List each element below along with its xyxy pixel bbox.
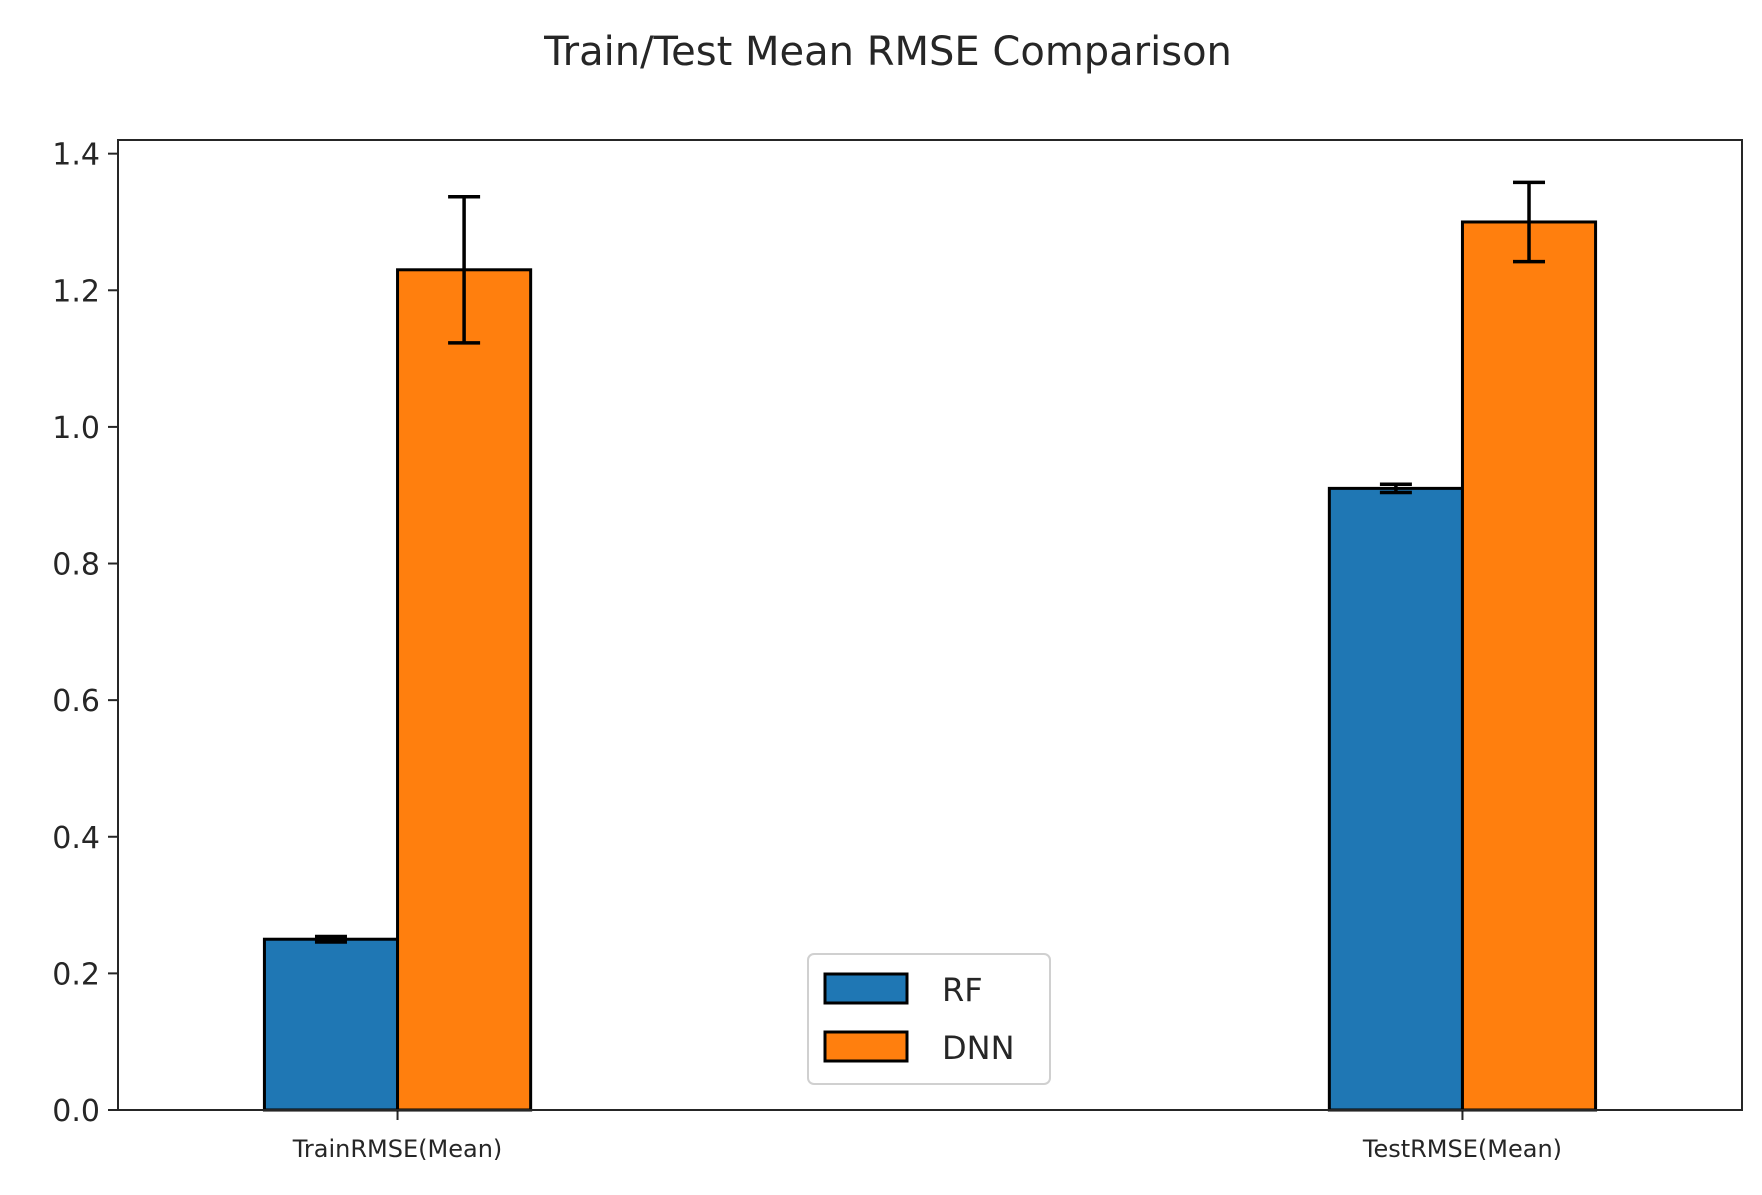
legend-label-rf: RF [942,971,983,1009]
legend-label-dnn: DNN [942,1029,1015,1067]
error-bar [1379,482,1412,495]
legend-swatch-rf [823,972,909,1005]
bar-rf [262,937,400,1112]
plot-area: 0.0 0.2 0.4 0.6 0.8 1.0 1.2 1.4 TrainRMSE(Mean) T… [52,138,1743,1163]
bar-dnn [1460,220,1598,1112]
bar-rf [1327,486,1464,1112]
y-tick-label: 0.6 [52,684,100,719]
x-tick-label: TestRMSE(Mean) [1362,1135,1562,1163]
y-tick-label: 1.0 [52,411,100,446]
y-tick-label: 0.8 [52,548,100,583]
y-tick-label: 0.4 [52,821,100,856]
legend-swatch-dnn [823,1030,909,1063]
y-tick-label: 0.0 [52,1094,100,1129]
error-bar [314,934,347,944]
error-bar [1513,180,1546,264]
y-tick-label: 1.2 [52,274,100,309]
error-bar [448,194,481,345]
axes-frame [117,139,1743,1111]
x-tick-label: TrainRMSE(Mean) [292,1135,502,1163]
chart-title: Train/Test Mean RMSE Comparison [543,29,1232,75]
y-tick-label: 1.4 [52,138,100,173]
y-tick-label: 0.2 [52,957,100,992]
bar-dnn [396,268,533,1112]
legend: RF DNN [807,953,1051,1085]
